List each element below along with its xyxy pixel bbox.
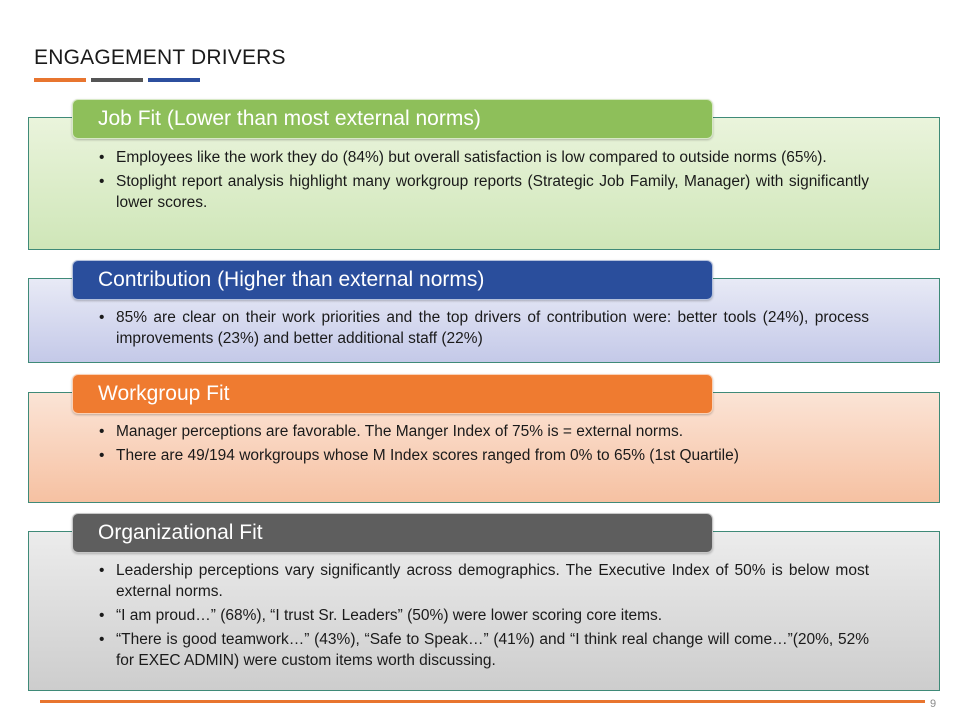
bullet-item: Leadership perceptions vary significantl… bbox=[99, 560, 869, 602]
bullet-item: Manager perceptions are favorable. The M… bbox=[99, 421, 869, 442]
accent-bar-blue bbox=[148, 78, 200, 82]
section-heading-workgroup-fit: Workgroup Fit bbox=[72, 374, 713, 414]
bullet-item: “I am proud…” (68%), “I trust Sr. Leader… bbox=[99, 605, 869, 626]
page-number: 9 bbox=[930, 698, 937, 710]
accent-bar-gray bbox=[91, 78, 143, 82]
section-organizational-fit: Organizational Fit Leadership perception… bbox=[28, 513, 940, 691]
bullet-list-job-fit: Employees like the work they do (84%) bu… bbox=[29, 147, 939, 216]
section-contribution: Contribution (Higher than external norms… bbox=[28, 260, 940, 363]
bullet-item: 85% are clear on their work priorities a… bbox=[99, 307, 869, 349]
bullet-list-workgroup-fit: Manager perceptions are favorable. The M… bbox=[29, 421, 939, 469]
bullet-item: Employees like the work they do (84%) bu… bbox=[99, 147, 869, 168]
bullet-item: Stoplight report analysis highlight many… bbox=[99, 171, 869, 213]
accent-bar-orange bbox=[34, 78, 86, 82]
bullet-list-contribution: 85% are clear on their work priorities a… bbox=[29, 307, 939, 352]
bullet-item: There are 49/194 workgroups whose M Inde… bbox=[99, 445, 869, 466]
bullet-list-organizational-fit: Leadership perceptions vary significantl… bbox=[29, 560, 939, 674]
section-heading-job-fit: Job Fit (Lower than most external norms) bbox=[72, 99, 713, 139]
slide-title: ENGAGEMENT DRIVERS bbox=[34, 46, 286, 69]
section-job-fit: Job Fit (Lower than most external norms)… bbox=[28, 99, 940, 250]
section-workgroup-fit: Workgroup Fit Manager perceptions are fa… bbox=[28, 374, 940, 503]
title-accent-bars bbox=[34, 78, 204, 82]
section-heading-organizational-fit: Organizational Fit bbox=[72, 513, 713, 553]
section-heading-contribution: Contribution (Higher than external norms… bbox=[72, 260, 713, 300]
footer-line bbox=[40, 700, 925, 703]
bullet-item: “There is good teamwork…” (43%), “Safe t… bbox=[99, 629, 869, 671]
